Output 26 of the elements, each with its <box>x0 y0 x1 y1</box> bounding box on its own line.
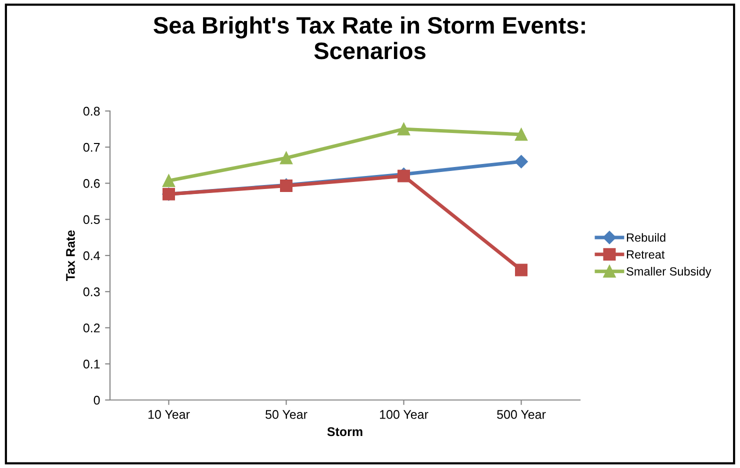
x-tick-label: 100 Year <box>380 410 428 419</box>
y-tick-label: 0.3 <box>83 287 100 296</box>
y-tick-label: 0.8 <box>83 106 100 116</box>
point <box>162 174 175 187</box>
x-tick-label: 10 Year <box>148 410 190 419</box>
legend-label: Smaller Subsidy <box>626 266 712 278</box>
x-tick-label: 50 Year <box>266 410 308 419</box>
y-tick-label: 0.6 <box>83 179 100 188</box>
y-axis-title: Tax Rate <box>66 230 75 281</box>
point <box>398 122 410 136</box>
y-tick-label: 0.2 <box>83 324 100 332</box>
y-tick-label: 0.5 <box>83 215 100 224</box>
y-tick-label: 0.7 <box>83 142 100 152</box>
point <box>515 128 528 141</box>
point <box>514 154 528 168</box>
x-axis-title: Storm <box>327 427 362 436</box>
point <box>280 152 292 164</box>
y-tick-label: 0 <box>94 396 100 405</box>
x-tick-label: 500 Year <box>497 410 546 419</box>
y-tick-label: 0.4 <box>83 251 100 260</box>
point <box>398 170 410 182</box>
legend-label: Rebuild <box>626 233 666 242</box>
legend-label: Retreat <box>626 250 665 259</box>
y-tick-label: 0.1 <box>83 360 100 369</box>
point <box>515 264 528 276</box>
chart-title: Sea Bright's Tax Rate in Storm Events: Scenarios <box>154 16 585 60</box>
